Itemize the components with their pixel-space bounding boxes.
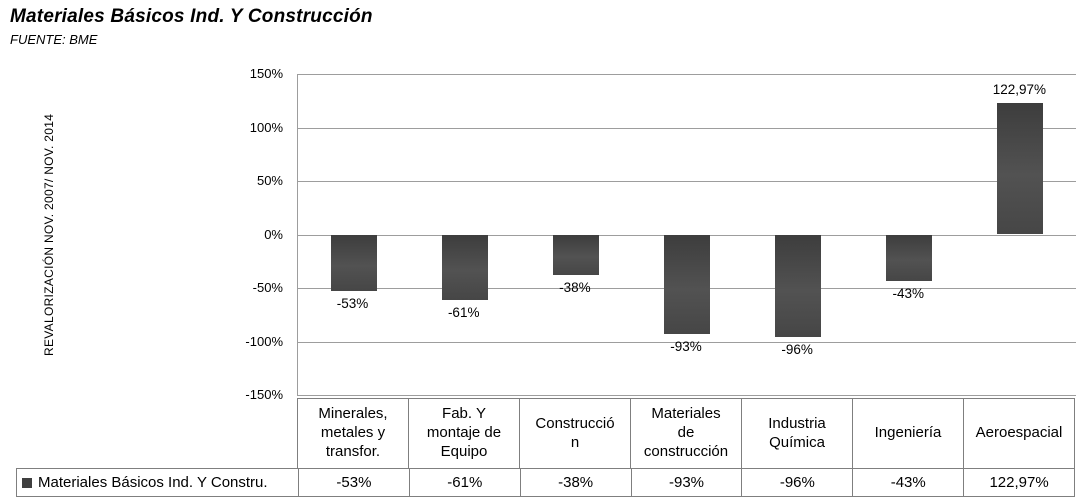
table-header-row: Minerales, metales y transfor. Fab. Y mon… — [297, 398, 1075, 468]
table-header-cell: Ingeniería — [852, 399, 963, 468]
table-value-cell: -43% — [852, 469, 963, 496]
y-tick-label: 100% — [249, 119, 283, 135]
bar-value-label: -53% — [336, 296, 369, 312]
y-axis-title: REVALORIZACIÓN NOV. 2007/ NOV. 2014 — [42, 113, 56, 357]
y-tick-label: 50% — [256, 173, 283, 188]
gridline — [298, 181, 1076, 182]
legend-label: Materiales Básicos Ind. Y Constru. — [38, 474, 268, 491]
table-header-cell: Fab. Y montaje de Equipo — [408, 399, 519, 468]
legend-marker-icon — [22, 477, 32, 488]
y-tick-label: -150% — [245, 387, 283, 402]
table-value-cell: -61% — [408, 469, 520, 496]
gridline — [298, 341, 1076, 343]
table-header-cell: Minerales, metales y transfor. — [318, 405, 388, 460]
bar — [441, 234, 488, 300]
legend-cell: Materiales Básicos Ind. Y Constru. — [17, 469, 298, 496]
table-header-cell: Construcció n — [519, 399, 630, 468]
bar-value-label: -38% — [559, 280, 591, 296]
bar — [552, 234, 599, 276]
bar — [886, 234, 933, 281]
table-header-cell: Aeroespacial — [963, 399, 1074, 468]
bar-value-label: -93% — [670, 339, 702, 354]
bar — [775, 234, 822, 338]
table-value-cell: -53% — [298, 469, 409, 496]
bar — [997, 102, 1044, 235]
page-title: Materiales Básicos Ind. Y Construcción — [10, 6, 373, 27]
bar-value-label: -96% — [781, 342, 813, 358]
source-label: FUENTE: BME — [10, 32, 98, 47]
y-tick-label: -50% — [252, 280, 283, 295]
table-value-cell: -38% — [519, 469, 631, 496]
bar-value-label: -61% — [447, 304, 480, 320]
bar — [330, 234, 377, 292]
bar-value-label: -43% — [892, 285, 925, 301]
gridline — [298, 395, 1076, 396]
table-header-cell: Materiales de construcción — [630, 399, 741, 468]
bar — [664, 234, 710, 334]
table-value-cell: -96% — [741, 469, 852, 496]
y-tick-label: 150% — [249, 66, 283, 81]
table-header-cell: Industria Química — [741, 399, 852, 468]
plot-area — [297, 74, 1076, 396]
bar-value-label: 122,97% — [992, 81, 1047, 97]
table-value-cell: 122,97% — [963, 469, 1074, 496]
y-tick-label: 0% — [264, 226, 283, 242]
gridline — [298, 127, 1076, 129]
y-tick-label: -100% — [245, 333, 283, 349]
table-values-row: Materiales Básicos Ind. Y Constru. -53% -… — [16, 468, 1075, 497]
table-value-cell: -93% — [630, 469, 742, 496]
gridline — [298, 74, 1076, 75]
